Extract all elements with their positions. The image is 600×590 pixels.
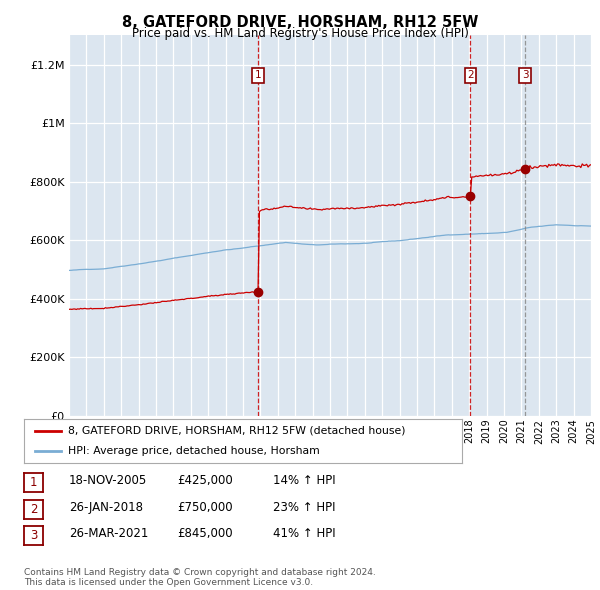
Text: 1: 1 xyxy=(255,70,262,80)
Text: 8, GATEFORD DRIVE, HORSHAM, RH12 5FW (detached house): 8, GATEFORD DRIVE, HORSHAM, RH12 5FW (de… xyxy=(68,426,406,436)
Text: Contains HM Land Registry data © Crown copyright and database right 2024.
This d: Contains HM Land Registry data © Crown c… xyxy=(24,568,376,587)
Text: £750,000: £750,000 xyxy=(177,501,233,514)
Text: 18-NOV-2005: 18-NOV-2005 xyxy=(69,474,147,487)
Text: 1: 1 xyxy=(30,476,37,489)
Text: Price paid vs. HM Land Registry's House Price Index (HPI): Price paid vs. HM Land Registry's House … xyxy=(131,27,469,40)
Text: 14% ↑ HPI: 14% ↑ HPI xyxy=(273,474,335,487)
Text: 2: 2 xyxy=(30,503,37,516)
Text: 3: 3 xyxy=(522,70,529,80)
Text: 41% ↑ HPI: 41% ↑ HPI xyxy=(273,527,335,540)
Text: 23% ↑ HPI: 23% ↑ HPI xyxy=(273,501,335,514)
Text: 26-MAR-2021: 26-MAR-2021 xyxy=(69,527,148,540)
Text: £425,000: £425,000 xyxy=(177,474,233,487)
Text: 8, GATEFORD DRIVE, HORSHAM, RH12 5FW: 8, GATEFORD DRIVE, HORSHAM, RH12 5FW xyxy=(122,15,478,30)
Text: 26-JAN-2018: 26-JAN-2018 xyxy=(69,501,143,514)
Text: HPI: Average price, detached house, Horsham: HPI: Average price, detached house, Hors… xyxy=(68,446,320,456)
Text: 2: 2 xyxy=(467,70,474,80)
Text: 3: 3 xyxy=(30,529,37,542)
Text: £845,000: £845,000 xyxy=(177,527,233,540)
